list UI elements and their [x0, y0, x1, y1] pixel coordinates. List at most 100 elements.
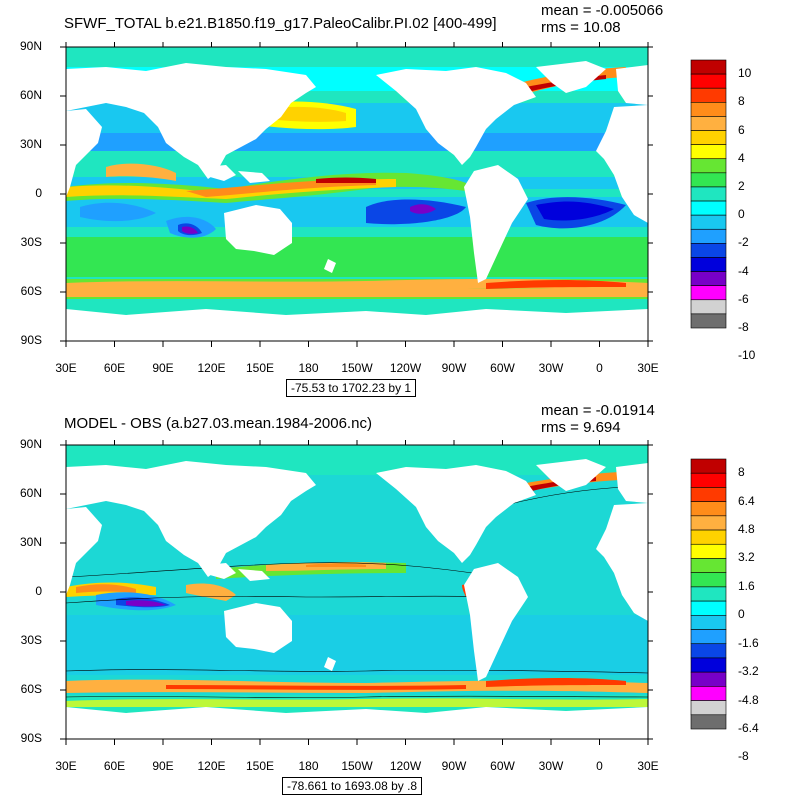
colorbar-swatch: [690, 299, 727, 315]
x-tick-label: 60W: [490, 759, 515, 773]
map-plot: [60, 42, 727, 347]
rms-stat: rms = 9.694: [541, 419, 621, 436]
colorbar-swatch: [690, 158, 727, 174]
colorbar-label: -3.2: [738, 664, 759, 679]
x-tick-label: 30E: [637, 361, 659, 375]
x-tick-label: 30W: [538, 361, 564, 375]
colorbar-swatch: [690, 558, 727, 573]
colorbar-label: -4.8: [738, 692, 759, 707]
axis-ticks: [60, 440, 653, 745]
colorbar-label: -8: [738, 320, 749, 334]
rms-stat: rms = 10.08: [541, 19, 621, 36]
colorbar-label: -6: [738, 291, 749, 306]
map-area: [65, 444, 649, 740]
y-tick-label: 0: [35, 584, 42, 598]
x-tick-label: 120E: [197, 361, 226, 375]
x-tick-label: 60W: [490, 361, 515, 375]
y-tick-label: 0: [35, 186, 42, 200]
colorbar-label: -10: [738, 348, 756, 363]
colorbar-swatch: [690, 600, 727, 616]
x-tick-label: 30W: [538, 759, 564, 773]
y-tick-label: 90S: [20, 731, 42, 745]
colorbar-swatch: [690, 487, 727, 502]
mean-stat: mean = -0.01914: [541, 402, 655, 419]
colorbar: [690, 458, 727, 730]
y-tick-label: 30N: [19, 137, 42, 151]
colorbar-label: 4.8: [738, 522, 755, 537]
colorbar-swatch: [690, 515, 727, 531]
x-tick-label: 120W: [389, 759, 422, 773]
range-note: -75.53 to 1702.23 by 1: [286, 379, 417, 397]
colorbar-label: -4: [738, 263, 749, 278]
x-tick-label: 90E: [152, 361, 174, 375]
colorbar-swatch: [690, 186, 727, 202]
colorbar-swatch: [690, 686, 727, 701]
x-tick-label: 0: [596, 759, 603, 773]
colorbar-swatch: [690, 116, 727, 131]
y-tick-label: 90N: [19, 39, 42, 53]
axis-ticks: [60, 42, 653, 347]
colorbar-label: 8: [738, 94, 745, 109]
colorbar-label: 1.6: [738, 578, 755, 593]
colorbar-swatch: [690, 643, 727, 659]
y-tick-label: 30S: [20, 633, 42, 647]
y-tick-label: 60N: [19, 88, 42, 102]
colorbar-swatch: [690, 313, 727, 329]
x-tick-label: 0: [596, 361, 603, 375]
x-tick-label: 90E: [152, 759, 174, 773]
range-note: -78.661 to 1693.08 by .8: [282, 777, 423, 795]
colorbar-swatch: [690, 144, 727, 160]
colorbar-swatch: [690, 243, 727, 258]
x-tick-label: 60E: [103, 361, 126, 375]
colorbar-swatch: [690, 543, 727, 559]
colorbar-swatch: [690, 214, 727, 230]
mean-stat: mean = -0.005066: [541, 2, 664, 19]
y-tick-label: 60S: [20, 682, 42, 696]
x-tick-label: 30E: [637, 759, 659, 773]
colorbar-label: -1.6: [738, 635, 759, 650]
colorbar-swatch: [690, 172, 727, 188]
colorbar-swatch: [690, 257, 727, 272]
x-tick-label: 30E: [55, 759, 77, 773]
y-tick-label: 60S: [20, 284, 42, 298]
colorbar-swatch: [690, 285, 727, 301]
map-area: [65, 46, 649, 342]
colorbar-swatch: [690, 586, 727, 602]
colorbar-label: 8: [738, 465, 745, 480]
x-tick-label: 30E: [55, 361, 77, 375]
x-tick-label: 90W: [441, 759, 467, 773]
colorbar-swatch: [690, 102, 727, 117]
panel-title: SFWF_TOTAL b.e21.B1850.f19_g17.PaleoCali…: [64, 15, 497, 32]
x-tick-label: 180: [298, 759, 319, 773]
colorbar-swatch: [690, 671, 727, 687]
x-tick-label: 120W: [389, 361, 422, 375]
x-tick-label: 60E: [103, 759, 126, 773]
colorbar-swatch: [690, 700, 727, 716]
colorbar-label: -8: [738, 749, 749, 764]
colorbar-label: 2: [738, 178, 745, 193]
colorbar-swatch: [690, 629, 727, 645]
x-tick-label: 150E: [245, 361, 275, 375]
colorbar-swatch: [690, 615, 727, 630]
colorbar-swatch: [690, 572, 727, 588]
colorbar-label: 6.4: [738, 493, 755, 508]
colorbar-swatch: [690, 472, 727, 488]
colorbar-label: 0: [738, 607, 745, 622]
colorbar-swatch: [690, 228, 727, 244]
colorbar-swatch: [690, 271, 727, 286]
colorbar-label: 6: [738, 122, 745, 137]
x-tick-label: 150W: [341, 361, 373, 375]
colorbar-swatch: [690, 130, 727, 145]
y-tick-label: 30N: [19, 535, 42, 549]
colorbar-label: 10: [738, 66, 752, 81]
map-plot: [60, 440, 727, 745]
x-tick-label: 90W: [441, 361, 467, 375]
x-tick-label: 120E: [197, 759, 226, 773]
colorbar-swatch: [690, 529, 727, 545]
colorbar-label: -2: [738, 235, 749, 250]
colorbar-label: -6.4: [738, 721, 759, 735]
colorbar-swatch: [690, 501, 727, 517]
colorbar-swatch: [690, 87, 727, 103]
y-tick-label: 90N: [19, 437, 42, 451]
colorbar-label: 3.2: [738, 550, 755, 565]
